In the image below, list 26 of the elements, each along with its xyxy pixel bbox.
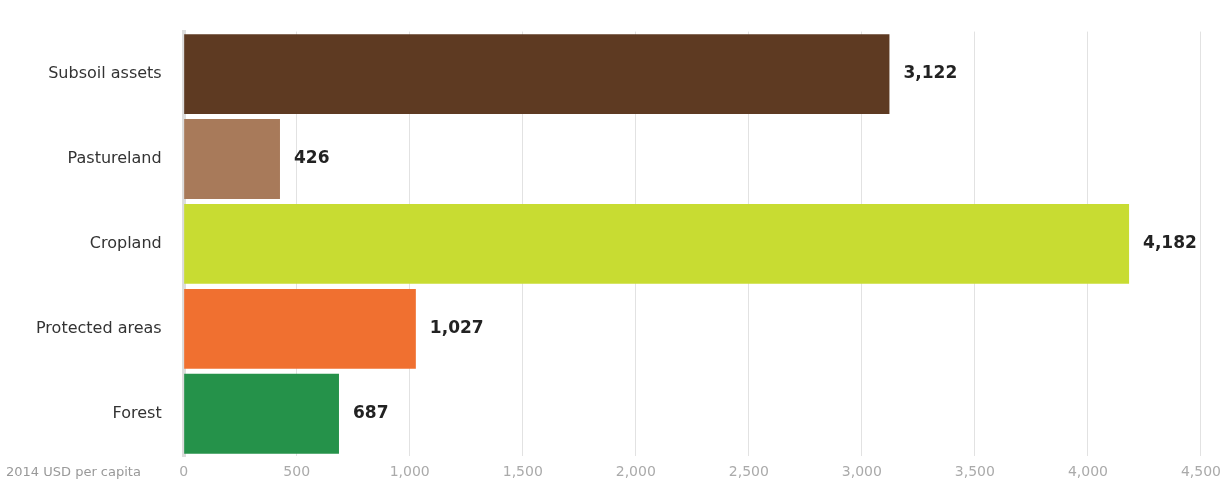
x-tick-label: 1,500 [502, 463, 543, 480]
bar [184, 288, 416, 369]
x-axis-title: 2014 USD per capita [6, 463, 141, 479]
y-tick-label: Forest [112, 402, 162, 422]
x-tick-label: 0 [179, 463, 189, 480]
x-tick-label: 1,000 [389, 463, 430, 480]
x-tick-label: 3,500 [954, 463, 995, 480]
x-tick-label: 2,000 [615, 463, 656, 480]
bar [184, 373, 339, 454]
data-label: 1,027 [429, 317, 484, 338]
y-tick-label: Cropland [89, 233, 162, 253]
bar [184, 203, 1130, 284]
x-tick-label: 4,000 [1067, 463, 1108, 480]
data-label: 426 [293, 147, 330, 168]
y-tick-label: Subsoil assets [48, 63, 162, 83]
bar [184, 34, 890, 114]
data-label: 4,182 [1143, 232, 1197, 253]
data-label: 687 [352, 402, 389, 423]
bar [184, 119, 280, 199]
data-label: 3,122 [903, 62, 958, 83]
x-tick-label: 2,500 [728, 463, 769, 480]
x-tick-label: 3,000 [841, 463, 882, 480]
y-tick-label: Protected areas [36, 317, 162, 337]
y-tick-label: Pastureland [67, 148, 162, 168]
x-tick-label: 4,500 [1180, 463, 1222, 480]
x-tick-label: 500 [283, 463, 311, 480]
